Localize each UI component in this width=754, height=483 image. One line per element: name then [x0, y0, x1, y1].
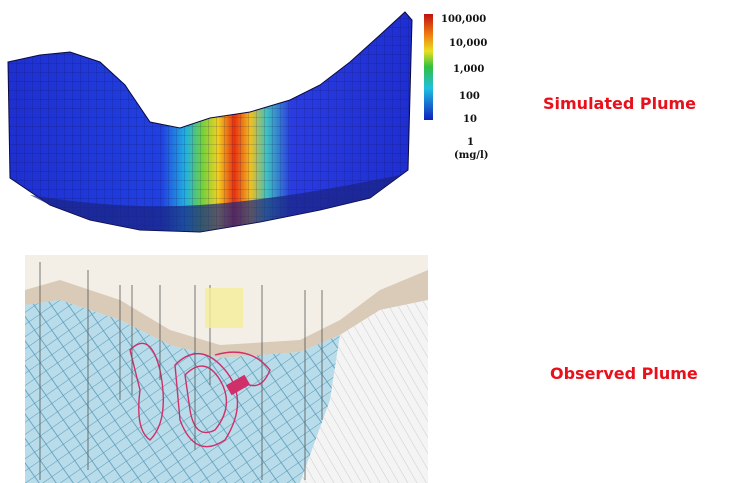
simulated-plume-label: Simulated Plume [543, 94, 696, 113]
legend-tick: 10 [463, 114, 477, 125]
legend-tick: 100 [459, 91, 480, 102]
slide: 100,000 10,000 1,000 100 10 1 (mg/l) Sim… [0, 0, 754, 483]
legend-unit: (mg/l) [454, 150, 489, 161]
legend-tick: 10,000 [449, 38, 487, 49]
observed-plume-image [25, 255, 428, 483]
legend-tick: 100,000 [441, 14, 486, 25]
highlight-box [205, 288, 243, 328]
color-bar [424, 14, 433, 120]
legend-tick: 1 [467, 137, 474, 148]
legend-tick: 1,000 [453, 64, 484, 75]
observed-plume-label: Observed Plume [550, 364, 698, 383]
simulated-plume-image [8, 12, 412, 232]
